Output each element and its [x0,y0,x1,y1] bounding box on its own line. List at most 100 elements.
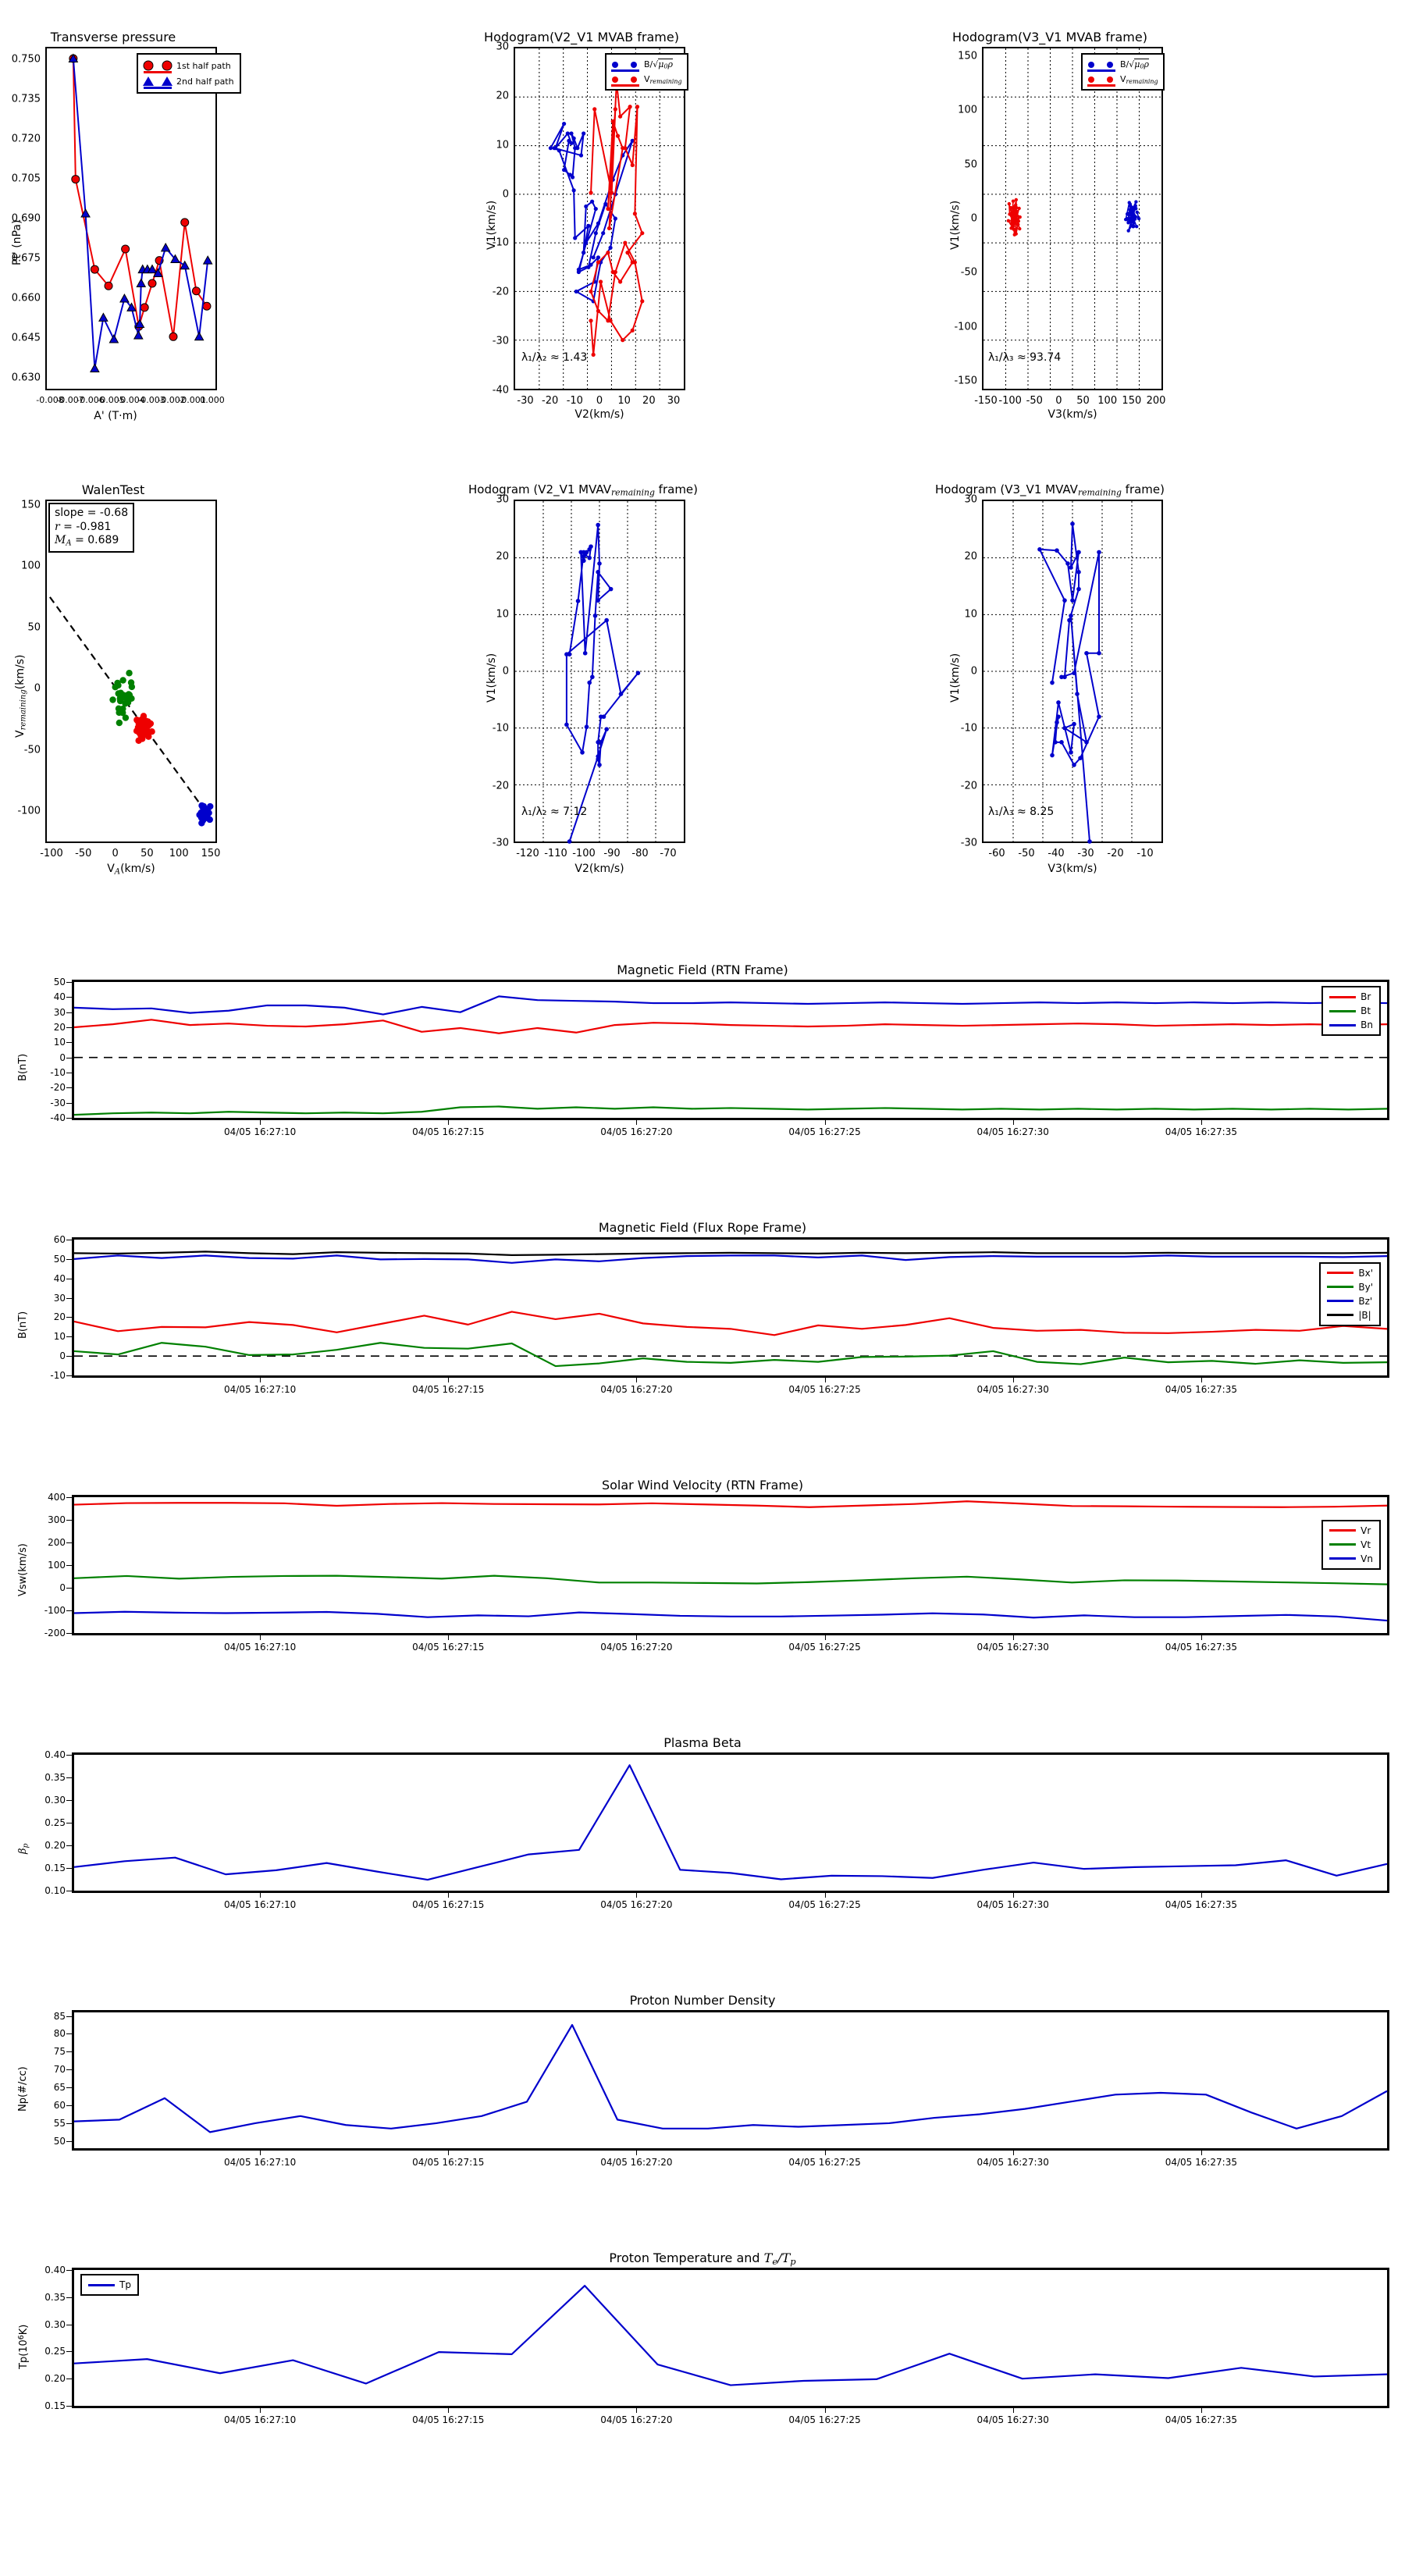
y-tick-label: 0.25 [44,2346,66,2357]
panel-b_fluxrope: Magnetic Field (Flux Rope Frame) Bx' By' Bz… [0,1220,1405,1432]
panel-vsw: Solar Wind Velocity (RTN Frame) Vr Vt Vn -20… [0,1478,1405,1690]
y-tick-mark [66,1777,72,1778]
panel-title: Proton Temperature and Te/Tp [609,2250,796,2267]
y-tick-label: 0 [59,1051,66,1063]
x-tick-label-time: 04/05 16:27:15 [412,2414,485,2425]
y-tick-label: 0.15 [44,2400,66,2411]
y-tick-label: -10 [50,1370,66,1381]
x-tick-mark [636,1378,638,1382]
vsw-series [73,1500,1388,1622]
y-tick-label: 100 [958,104,977,116]
y-tick-label: 70 [53,2064,66,2076]
y-tick-label: -30 [960,837,977,849]
y-tick-mark [66,1497,72,1498]
x-tick-label-time: 04/05 16:27:15 [412,2157,485,2168]
legend-label-alfven: B/√μ0ρ [1120,58,1149,70]
y-tick-mark [66,982,72,983]
legend-label: Vr [1361,1525,1371,1536]
y-tick-mark [66,2051,72,2053]
y-tick-mark [66,1087,72,1089]
plot-area [982,500,1163,844]
legend-swatch [1327,1314,1354,1317]
legend-swatch [1327,1272,1354,1275]
panel-title: Plasma Beta [663,1735,742,1750]
y-axis-label: V1(km/s) [949,200,962,250]
y-tick-label: -100 [44,1605,66,1616]
x-tick-label: -0.005 [97,395,125,405]
legend-swatch [1329,995,1357,998]
legend: 1st half path 2nd half path [137,53,241,94]
y-tick-label: 50 [27,621,41,634]
y-tick-label: 100 [21,560,41,572]
y-axis-label: B(nT) [17,1053,29,1081]
x-tick-mark [824,1120,826,1125]
x-tick-label: -0.003 [137,395,165,405]
x-tick-label: -70 [660,848,677,859]
y-tick-mark [66,2406,72,2407]
x-tick-label: -40 [1048,848,1065,859]
y-tick-label: 40 [53,991,66,1003]
y-tick-label: 30 [496,493,509,506]
x-axis-label: A' (T·m) [94,410,137,422]
x-tick-label-time: 04/05 16:27:15 [412,1642,485,1653]
legend-item-bz: Bz' [1327,1294,1373,1308]
y-tick-mark [66,1588,72,1589]
y-tick-label: -20 [50,1082,66,1094]
x-tick-label-time: 04/05 16:27:25 [788,1126,861,1137]
y-tick-label: -10 [50,1067,66,1078]
x-tick-label-time: 04/05 16:27:25 [788,2414,861,2425]
y-tick-label: 10 [496,608,509,621]
y-tick-label: 0.10 [44,1885,66,1896]
np-series [73,2023,1388,2133]
y-tick-label: 75 [53,2046,66,2058]
x-tick-mark [824,2151,826,2155]
x-tick-label-time: 04/05 16:27:35 [1165,1899,1237,1910]
x-tick-label-time: 04/05 16:27:35 [1165,1642,1237,1653]
y-tick-mark [66,1520,72,1521]
y-tick-mark [66,2140,72,2142]
panel-tp: Proton Temperature and Te/Tp Tp 0.15 0.20 0.… [0,2250,1405,2463]
x-tick-label-time: 04/05 16:27:30 [976,1642,1049,1653]
y-tick-label: 50 [53,977,66,987]
y-tick-mark [66,2122,72,2124]
y-tick-label: -30 [492,837,509,849]
legend-marker-blue [1087,61,1115,72]
y-tick-mark [66,1102,72,1104]
x-tick-label: 10 [617,395,631,407]
x-tick-mark [1012,1120,1014,1125]
eigenvalue-ratio-annotation: λ₁/λ₃ ≈ 93.74 [988,351,1062,364]
eigenvalue-ratio-annotation: λ₁/λ₂ ≈ 1.43 [521,351,588,364]
plot-area [72,1752,1389,1893]
x-tick-label: 50 [1076,395,1090,407]
x-tick-label-time: 04/05 16:27:30 [976,1384,1049,1395]
legend-item-vt: Vt [1329,1538,1373,1552]
y-tick-label: 0 [970,212,977,225]
legend-item-bn: Bn [1329,1018,1373,1032]
y-tick-label: 0.35 [44,1772,66,1783]
y-tick-label: -100 [954,321,977,333]
stat-ma: MA = 0.689 [55,534,119,548]
y-tick-label: -20 [960,780,977,792]
y-tick-label: 0.40 [44,2265,66,2275]
panel-hodogram-v2v1-mvab: Hodogram(V2_V1 MVAB frame) B/√μ0ρ Vremai… [468,16,695,453]
walen-scatter [49,596,214,827]
x-tick-mark [636,1120,638,1125]
y-tick-label: 20 [964,550,977,563]
y-tick-label: 20 [53,1022,66,1033]
x-tick-mark [260,1378,261,1382]
panel-hodogram-v2v1-mvav: Hodogram (V2_V1 MVAVremaining frame) 30 2… [468,468,698,913]
panel-np: Proton Number Density 50 55 60 65 70 75 80 85 04/… [0,1993,1405,2205]
x-tick-mark [1012,1378,1014,1382]
x-tick-label-time: 04/05 16:27:10 [223,1642,297,1653]
legend-label: Vt [1361,1539,1371,1550]
x-tick-mark [636,2151,638,2155]
legend: Bx' By' Bz' |B| [1319,1261,1381,1326]
x-tick-label: 0 [1055,395,1062,407]
x-tick-mark [1012,1635,1014,1640]
panel-b_rtn: Magnetic Field (RTN Frame) Br Bt Bn -40 -30 -2… [0,962,1405,1175]
legend-label: Br [1361,991,1371,1002]
x-tick-label-time: 04/05 16:27:30 [976,1126,1049,1137]
y-tick-label: -40 [50,1112,66,1123]
x-tick-mark [448,1120,450,1125]
x-tick-label: 200 [1146,395,1166,407]
